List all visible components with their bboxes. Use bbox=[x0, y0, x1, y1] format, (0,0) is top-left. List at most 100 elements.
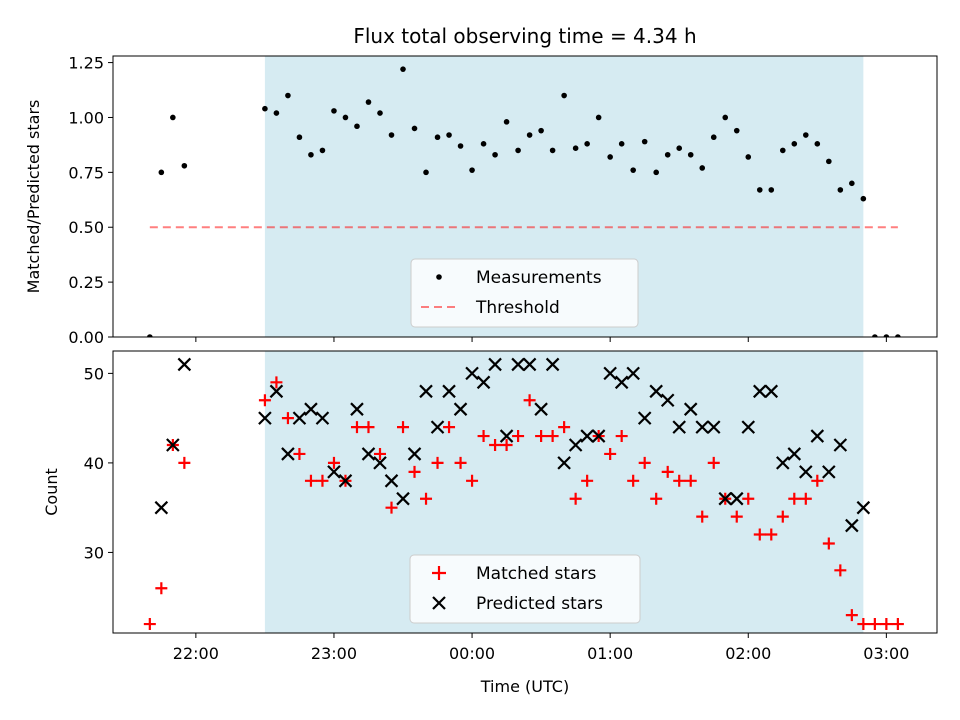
measurement-point bbox=[872, 334, 878, 337]
measurement-point bbox=[354, 123, 360, 130]
top-panel: 0.00 0.25 0.50 0.75 1.00 1.25 Matched/Predict… bbox=[24, 54, 938, 347]
matched-star-point bbox=[822, 537, 835, 550]
predicted-star-point bbox=[522, 357, 537, 372]
matched-star-point bbox=[443, 421, 456, 434]
measurement-point bbox=[584, 141, 590, 147]
measurement-point bbox=[561, 92, 567, 99]
measurement-point bbox=[826, 158, 832, 165]
top-ytick-label: 0.00 bbox=[68, 328, 104, 347]
measurement-point bbox=[515, 147, 521, 154]
xtick-label: 23:00 bbox=[311, 644, 357, 663]
matched-star-point bbox=[362, 421, 375, 434]
matched-star-point bbox=[466, 474, 479, 487]
predicted-star-point bbox=[476, 375, 491, 390]
top-legend-frame bbox=[410, 258, 639, 328]
bottom-y-axis-label: Count bbox=[42, 468, 61, 516]
measurement-point bbox=[388, 132, 395, 138]
predicted-star-point bbox=[557, 456, 571, 470]
matched-star-point bbox=[258, 394, 271, 407]
matched-star-point bbox=[477, 430, 490, 443]
matched-star-point bbox=[891, 618, 904, 631]
measurement-point bbox=[814, 141, 821, 147]
predicted-star-point bbox=[350, 402, 364, 416]
xtick-label: 00:00 bbox=[449, 644, 495, 663]
predicted-star-point bbox=[453, 402, 468, 416]
bottom-legend-frame bbox=[409, 554, 641, 624]
legend-predicted-label: Predicted stars bbox=[476, 594, 603, 614]
predicted-star-point bbox=[177, 357, 192, 372]
measurement-point bbox=[181, 162, 188, 169]
measurement-point bbox=[733, 127, 740, 134]
predicted-star-point bbox=[603, 366, 617, 381]
predicted-star-point bbox=[384, 474, 399, 488]
matched-star-point bbox=[730, 510, 743, 523]
top-ytick-label: 1.00 bbox=[68, 108, 104, 127]
measurement-point bbox=[492, 151, 498, 158]
predicted-star-point bbox=[626, 366, 640, 381]
predicted-star-point bbox=[154, 500, 169, 515]
matched-star-point bbox=[558, 421, 571, 434]
top-ytick-label: 0.25 bbox=[68, 273, 104, 292]
predicted-star-point bbox=[660, 393, 675, 408]
matched-star-point bbox=[546, 430, 559, 443]
matched-star-point bbox=[615, 430, 628, 443]
xtick-label: 22:00 bbox=[173, 644, 219, 663]
legend-threshold-label: Threshold bbox=[475, 298, 560, 318]
measurement-point bbox=[170, 114, 176, 121]
matched-star-point bbox=[316, 474, 329, 487]
predicted-star-point bbox=[281, 447, 295, 461]
matched-star-point bbox=[304, 474, 317, 487]
measurement-point bbox=[434, 134, 441, 141]
matched-star-point bbox=[143, 618, 156, 631]
matched-star-point bbox=[373, 447, 386, 460]
matched-star-point bbox=[454, 456, 467, 469]
chart-title: Flux total observing time = 4.34 h bbox=[353, 24, 696, 48]
predicted-star-point bbox=[327, 465, 341, 479]
matched-star-point bbox=[581, 474, 594, 487]
matched-star-point bbox=[776, 510, 789, 523]
measurement-point bbox=[147, 334, 153, 337]
top-axes-frame bbox=[112, 55, 938, 338]
predicted-star-point bbox=[649, 384, 663, 399]
predicted-star-point bbox=[729, 491, 744, 506]
predicted-star-point bbox=[856, 500, 871, 515]
measurement-point bbox=[549, 147, 556, 154]
measurement-point bbox=[308, 151, 314, 158]
matched-star-point bbox=[707, 456, 720, 469]
matched-star-point bbox=[327, 456, 340, 469]
matched-star-point bbox=[397, 421, 410, 434]
matched-star-point bbox=[155, 582, 168, 595]
predicted-star-point bbox=[499, 429, 514, 443]
predicted-star-point bbox=[833, 438, 848, 452]
matched-star-point bbox=[627, 474, 640, 487]
measurement-point bbox=[722, 114, 729, 121]
matched-star-point bbox=[845, 609, 858, 622]
measurement-point bbox=[503, 119, 510, 125]
measurement-point bbox=[676, 145, 683, 152]
predicted-star-point bbox=[488, 357, 502, 372]
predicted-star-point bbox=[637, 411, 652, 425]
matched-star-point bbox=[638, 456, 651, 469]
matched-star-point bbox=[350, 421, 363, 434]
predicted-star-point bbox=[799, 465, 813, 479]
legend-predicted-marker bbox=[432, 596, 446, 610]
top-ytick-label: 1.25 bbox=[68, 54, 104, 73]
measurement-point bbox=[618, 141, 625, 147]
matched-star-point bbox=[684, 474, 697, 487]
predicted-star-point bbox=[396, 491, 410, 506]
measurement-point bbox=[262, 105, 268, 112]
predicted-star-point bbox=[419, 384, 433, 399]
predicted-star-point bbox=[764, 384, 779, 399]
matched-star-point bbox=[178, 456, 191, 469]
bottom-ytick-label: 40 bbox=[84, 454, 104, 473]
xtick-label: 03:00 bbox=[863, 644, 909, 663]
predicted-star-point bbox=[292, 411, 307, 425]
measurement-point bbox=[400, 66, 406, 72]
matched-star-point bbox=[742, 492, 755, 505]
legend-matched-label: Matched stars bbox=[476, 564, 596, 584]
matched-star-point bbox=[523, 394, 536, 407]
measurement-point bbox=[895, 334, 901, 337]
predicted-star-point bbox=[683, 402, 698, 416]
top-ytick-label: 0.50 bbox=[68, 218, 104, 237]
